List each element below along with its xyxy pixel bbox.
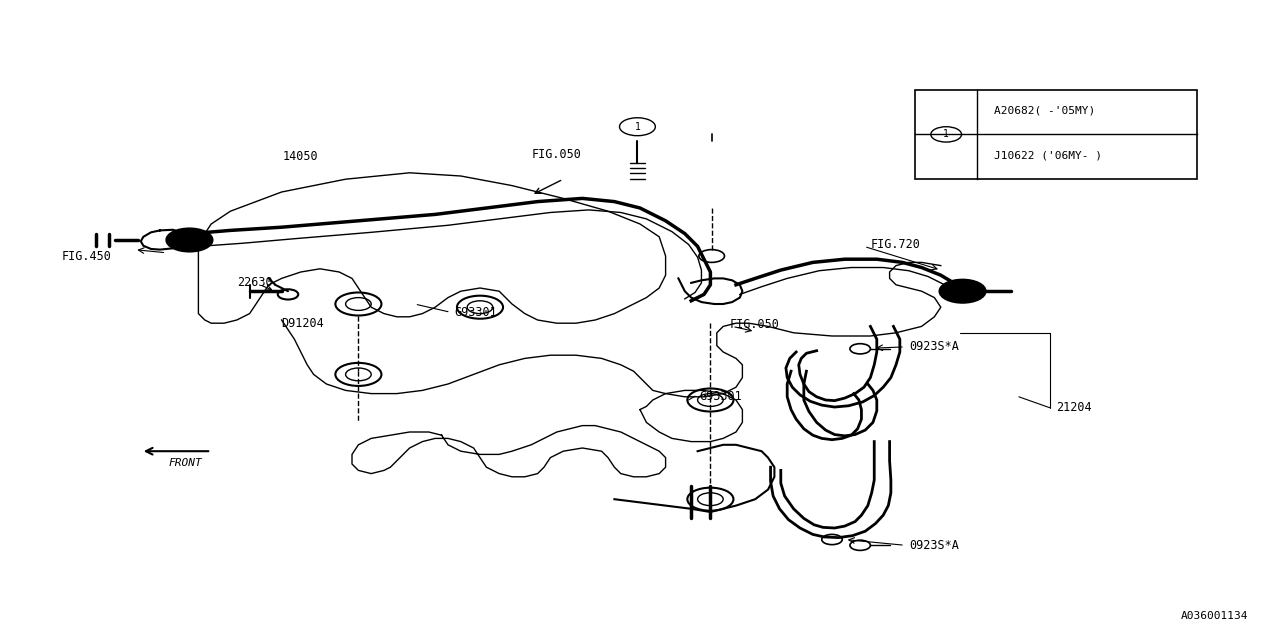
Text: FIG.720: FIG.720: [870, 238, 920, 251]
Circle shape: [166, 228, 212, 252]
Text: 1: 1: [943, 129, 948, 140]
Text: 1: 1: [635, 122, 640, 132]
Text: FIG.050: FIG.050: [532, 148, 581, 161]
Circle shape: [940, 280, 986, 303]
Text: G93301: G93301: [454, 306, 497, 319]
Text: 22630: 22630: [237, 276, 273, 289]
Text: J10622 ('06MY- ): J10622 ('06MY- ): [995, 150, 1102, 160]
Text: 14050: 14050: [283, 150, 319, 163]
Text: D91204: D91204: [282, 317, 324, 330]
Text: FRONT: FRONT: [169, 458, 202, 468]
Text: G93301: G93301: [699, 390, 741, 403]
Text: 0923S*A: 0923S*A: [909, 539, 959, 552]
Text: 21204: 21204: [1056, 401, 1092, 414]
Text: FIG.050: FIG.050: [730, 318, 780, 331]
Bar: [915, 90, 1197, 179]
Text: A036001134: A036001134: [1180, 611, 1248, 621]
Text: 0923S*A: 0923S*A: [909, 340, 959, 353]
Text: A20682( -'05MY): A20682( -'05MY): [995, 105, 1096, 115]
Text: FIG.450: FIG.450: [63, 250, 111, 262]
